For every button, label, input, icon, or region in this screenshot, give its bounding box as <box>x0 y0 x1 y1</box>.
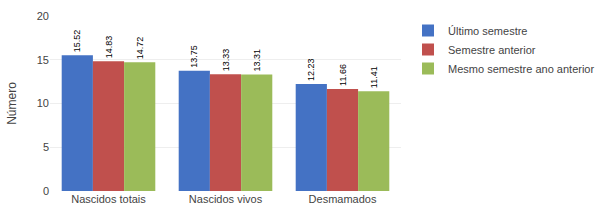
svg-text:15: 15 <box>37 54 49 66</box>
svg-text:Último semestre: Último semestre <box>448 25 527 37</box>
svg-text:15.52: 15.52 <box>72 30 82 53</box>
svg-text:11.66: 11.66 <box>338 64 348 86</box>
svg-text:20: 20 <box>37 10 49 22</box>
svg-text:5: 5 <box>43 141 49 153</box>
svg-text:Mesmo semestre ano anterior: Mesmo semestre ano anterior <box>448 63 594 75</box>
svg-text:14.72: 14.72 <box>135 37 145 60</box>
svg-text:13.75: 13.75 <box>189 45 199 68</box>
svg-text:Desmamados: Desmamados <box>309 193 377 205</box>
svg-text:13.31: 13.31 <box>252 49 262 72</box>
svg-text:Nascidos totais: Nascidos totais <box>71 193 146 205</box>
svg-text:Nascidos vivos: Nascidos vivos <box>189 193 263 205</box>
svg-text:10: 10 <box>37 97 49 109</box>
svg-text:14.83: 14.83 <box>104 36 114 59</box>
svg-text:Semestre anterior: Semestre anterior <box>448 44 536 56</box>
svg-text:0: 0 <box>43 185 49 197</box>
svg-text:13.33: 13.33 <box>221 49 231 72</box>
svg-text:Número: Número <box>5 82 19 125</box>
svg-text:12.23: 12.23 <box>306 58 316 81</box>
svg-text:11.41: 11.41 <box>369 66 379 88</box>
